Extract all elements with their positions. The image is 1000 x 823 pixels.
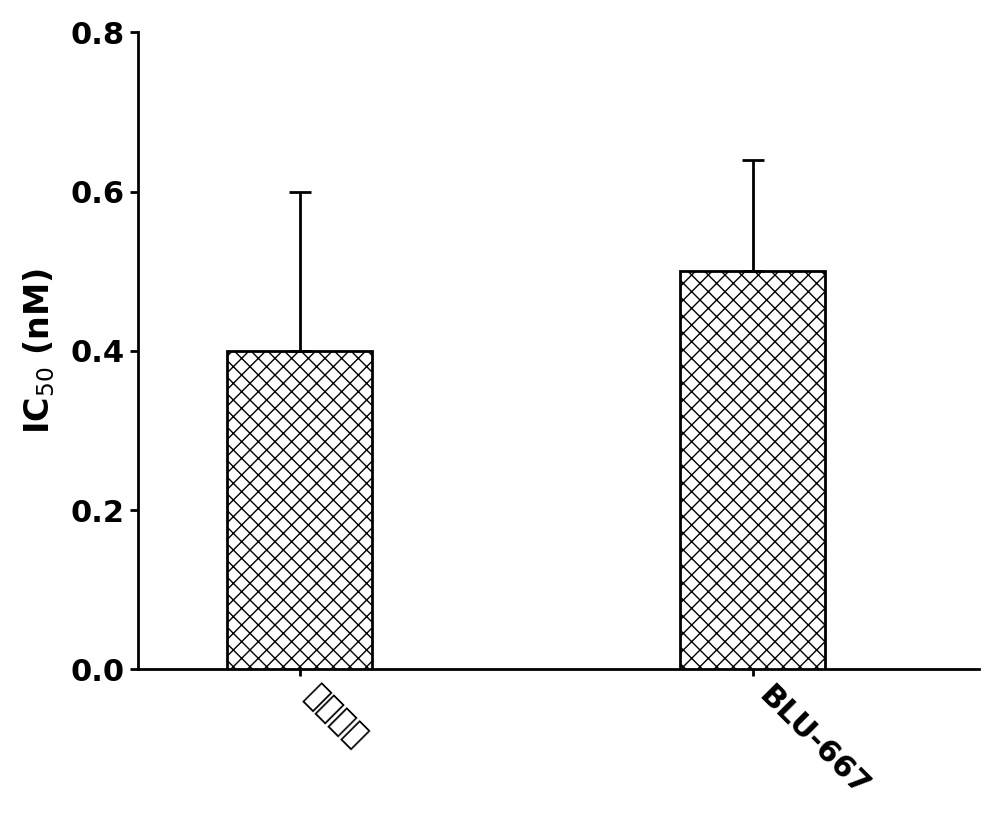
- Y-axis label: IC$_{50}$ (nM): IC$_{50}$ (nM): [21, 267, 57, 434]
- Bar: [680, 272, 825, 669]
- Bar: [227, 351, 372, 669]
